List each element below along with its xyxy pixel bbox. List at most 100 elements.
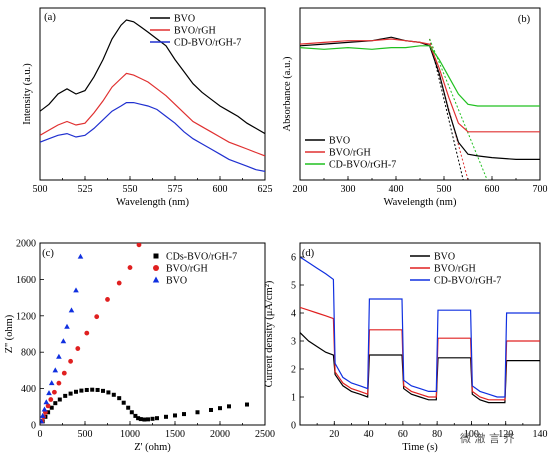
x-tick-label-d-6: 140	[533, 429, 548, 440]
data-point-c-1-3	[45, 403, 51, 409]
y-axis-label-a: Intensity (a.u.)	[22, 63, 33, 125]
y-axis-label-d: Current density (μA/cm²)	[264, 280, 275, 387]
x-tick-label-a-4: 600	[213, 184, 228, 195]
data-point-c-2-1	[40, 412, 46, 418]
data-point-c-0-28	[173, 413, 177, 418]
y-tick-label-d-2: 2	[291, 365, 296, 376]
data-point-c-0-3	[49, 405, 54, 410]
data-point-c-0-17	[121, 400, 126, 405]
series-line-a-2	[40, 101, 265, 172]
data-point-c-0-15	[111, 392, 116, 397]
panel-label-c: (c)	[42, 248, 54, 259]
panel-c: 0 500 1000 1500 2000 2500 0 400 800 1200 1600 2000 Z…	[4, 239, 275, 454]
x-tick-label-d-4: 100	[464, 429, 479, 440]
data-point-c-2-6	[52, 367, 59, 373]
data-point-c-1-10	[84, 330, 90, 336]
x-tick-label-b-2: 400	[389, 184, 404, 195]
legend-label-d-0: BVO	[434, 252, 455, 263]
legend-label-a-0: BVO	[174, 14, 195, 25]
x-axis-label-b: Wavelength (nm)	[384, 197, 457, 208]
data-point-c-0-20	[133, 413, 138, 418]
legend-label-a-2: CD-BVO/rGH-7	[174, 38, 241, 49]
x-tick-label-b-4: 600	[485, 184, 500, 195]
data-point-c-0-7	[68, 391, 73, 396]
plot-frame-a	[39, 7, 266, 181]
data-point-c-0-12	[95, 387, 100, 392]
x-tick-label-a-3: 575	[168, 184, 183, 195]
panel-label-a: (a)	[44, 12, 56, 23]
y-tick-label-c-0: 0	[31, 421, 36, 432]
data-point-c-0-33	[227, 404, 231, 409]
legend-label-b-1: BVO/rGH	[329, 148, 371, 159]
watermark: 微 澈 言 芥	[460, 432, 515, 445]
data-point-c-0-19	[129, 410, 134, 415]
plot-frame-d	[299, 242, 541, 426]
data-point-c-2-10	[68, 307, 75, 313]
data-point-c-1-8	[68, 358, 73, 364]
legend-label-c-2: BVO	[166, 276, 187, 287]
plot-area-c	[40, 243, 249, 424]
data-point-c-0-24	[146, 417, 150, 422]
y-axis-label-b: Absorbance (a.u.)	[282, 56, 293, 131]
y-tick-label-d-1: 1	[291, 393, 296, 404]
y-tick-label-d-4: 4	[291, 309, 296, 320]
data-point-c-2-9	[64, 323, 70, 329]
data-point-c-0-26	[155, 416, 159, 421]
x-tick-label-c-0: 0	[38, 429, 43, 440]
x-tick-label-a-0: 500	[33, 184, 48, 195]
data-point-c-2-2	[41, 406, 48, 412]
legend-label-b-0: BVO	[329, 136, 350, 147]
data-point-c-1-5	[52, 389, 57, 395]
x-tick-label-d-3: 80	[432, 429, 442, 440]
data-point-c-0-23	[142, 417, 147, 422]
data-point-c-0-4	[53, 401, 58, 406]
x-tick-label-c-2: 1000	[120, 429, 140, 440]
legend-label-d-1: BVO/rGH	[434, 264, 476, 275]
y-axis-label-c: Z'' (ohm)	[4, 314, 15, 353]
data-point-c-0-32	[218, 406, 222, 411]
x-tick-label-a-1: 525	[78, 184, 93, 195]
legend-swatch-c-2	[152, 276, 160, 283]
x-tick-label-b-3: 500	[437, 184, 452, 195]
data-point-c-0-13	[101, 388, 105, 393]
data-point-c-0-16	[117, 396, 122, 401]
series-line-b-0	[300, 36, 540, 160]
data-point-c-0-22	[138, 417, 143, 422]
data-point-c-2-12	[77, 253, 84, 259]
x-tick-label-c-4: 2000	[210, 429, 230, 440]
y-tick-label-c-4: 1600	[16, 275, 36, 286]
x-axis-label-a: Wavelength (nm)	[116, 197, 189, 208]
panel-b: 200 300 400 500 600 700 Wavelength (nm) Absorba…	[282, 7, 548, 208]
data-point-c-0-5	[57, 397, 62, 402]
x-tick-label-a-2: 550	[123, 184, 138, 195]
y-tick-label-d-0: 0	[291, 421, 296, 432]
legend-label-c-0: CDs-BVO/rGH-7	[166, 252, 237, 263]
x-tick-label-c-3: 1500	[165, 429, 185, 440]
legend-label-b-2: CD-BVO/rGH-7	[329, 160, 396, 171]
data-point-c-0-21	[136, 416, 141, 421]
data-point-c-0-11	[90, 387, 95, 392]
tangent-line-b-2	[429, 38, 488, 180]
y-tick-label-c-5: 2000	[16, 239, 36, 250]
y-tick-label-c-1: 400	[21, 384, 36, 395]
data-point-c-2-8	[60, 338, 67, 344]
x-tick-label-d-1: 40	[364, 429, 374, 440]
data-point-c-0-18	[126, 405, 131, 410]
data-point-c-0-10	[84, 387, 89, 392]
data-point-c-1-9	[75, 346, 81, 351]
data-point-c-2-3	[43, 399, 50, 405]
legend-swatch-c-1	[153, 265, 159, 271]
series-line-b-2	[300, 45, 540, 107]
data-point-c-1-11	[94, 314, 100, 320]
data-point-c-0-30	[195, 410, 200, 415]
panel-d: 20 40 60 80 100 120 140 0 1 2 3 4 5 6 Time (s) Current …	[264, 242, 548, 453]
data-point-c-1-7	[61, 370, 67, 376]
series-line-a-1	[40, 72, 265, 157]
plot-area-a	[40, 19, 265, 172]
data-point-c-0-2	[46, 410, 51, 415]
x-tick-label-b-5: 700	[533, 184, 548, 195]
